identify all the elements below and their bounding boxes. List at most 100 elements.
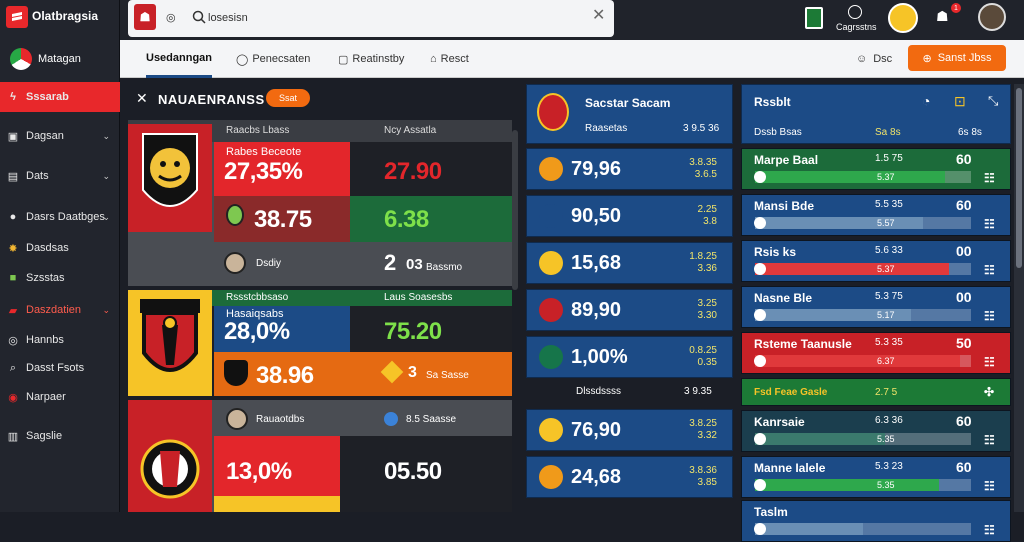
sidebar-item-2[interactable]: ▤ Dats ⌄ (7, 170, 110, 183)
match-card[interactable]: Raacbs Lbass Ncy Assatla Rabes Beceote 2… (128, 120, 512, 286)
gift-icon[interactable]: ☗ (936, 8, 949, 24)
live-row-name: Taslm (754, 505, 788, 519)
live-row[interactable]: Kanrsaie 6.3 36 60 5.35 ☷ (741, 410, 1011, 452)
sidebar-item-1[interactable]: ▣ Dagsan ⌄ (7, 130, 110, 143)
chevron-down-icon: ⌄ (102, 170, 110, 181)
search-bar[interactable]: ☗ ◎ ✕ (128, 0, 614, 37)
live-row-name: Rsis ks (754, 245, 797, 259)
live-row[interactable]: Fsd Feae Gasle 2.7 5 ✣ (741, 378, 1011, 406)
live-row[interactable]: Manne Ialele 5.3 23 60 5.35 ☷ (741, 456, 1011, 498)
chat-button[interactable]: ☺ Dsc (856, 53, 893, 65)
match-card[interactable]: Rssstcbbsaso Laus Soasesbs Hasaiqsabs 28… (128, 290, 512, 396)
live-row[interactable]: Taslm ☷ (741, 500, 1011, 542)
odds-row-odds: 2.25 3.8 (697, 204, 717, 227)
live-row-odds: 5.3 35 (875, 337, 903, 348)
odds-row[interactable]: 24,68 3.8.36 3.85 (526, 456, 733, 498)
close-icon[interactable]: ✕ (136, 90, 148, 106)
bell-icon[interactable] (848, 5, 862, 19)
win-percent: 28,0% (224, 318, 290, 345)
odds-row[interactable]: 15,68 1.8.25 3.36 (526, 242, 733, 284)
odds-value[interactable]: 6.38 (384, 206, 429, 233)
sidebar: Olatbragsia Matagan ϟ Sssarab ▣ Dagsan ⌄ ▤ D… (0, 0, 120, 512)
odds-row[interactable]: 89,90 3.25 3.30 (526, 289, 733, 331)
stats-icon[interactable]: ☷ (984, 171, 995, 185)
coin-icon: ◉ (8, 391, 18, 404)
odds-value[interactable]: 75.20 (384, 318, 442, 345)
scrollbar[interactable] (512, 130, 518, 290)
tab-0[interactable]: Usedanngan (146, 40, 213, 78)
team-dot-icon (754, 433, 766, 445)
odds-value[interactable]: 27.90 (384, 158, 442, 185)
live-row[interactable]: Mansi Bde 5.5 35 60 5.57 ☷ (741, 194, 1011, 236)
notifications-label[interactable]: Cagrsstns (836, 22, 877, 32)
progress-label: 5.17 (877, 310, 895, 320)
collapse-icon[interactable]: ⤡ (988, 93, 999, 108)
live-row[interactable]: Marpe Baal 1.5 75 60 5.37 ☷ (741, 148, 1011, 190)
stats-icon[interactable]: ☷ (984, 263, 995, 277)
avatar[interactable] (888, 3, 918, 33)
odds-row-odds: 0.8.25 0.35 (689, 345, 717, 368)
sidebar-item-3[interactable]: ● Dasrs Daatbges ⌄ (0, 203, 120, 231)
sidebar-item-0[interactable]: ϟ Sssarab (0, 82, 120, 112)
live-row[interactable]: Rsteme Taanusle 5.3 35 50 6.37 ☷ (741, 332, 1011, 374)
progress-fill (755, 217, 924, 229)
odds-header: 3 9.5 36 (683, 123, 720, 134)
profile-label[interactable]: Matagan (38, 53, 81, 65)
live-row-name: Rsteme Taanusle (754, 337, 852, 351)
trophy-icon: ▰ (8, 304, 18, 317)
swirl-icon (539, 345, 563, 369)
stats-icon[interactable]: ☷ (984, 355, 995, 369)
progress-bar: 5.35 (755, 433, 971, 445)
sidebar-item-5[interactable]: ■ Szsstas (0, 265, 120, 291)
odds-row[interactable]: 79,96 3.8.35 3.6.5 (526, 148, 733, 190)
live-row-name: Manne Ialele (754, 461, 826, 475)
live-row-odds: 2.7 5 (875, 387, 898, 398)
odds-row[interactable]: 1,00% 0.8.25 0.35 (526, 336, 733, 378)
odds-row[interactable]: 76,90 3.8.25 3.32 (526, 409, 733, 451)
logo-icon (6, 6, 28, 28)
cta-button[interactable]: ⊕ Sanst Jbss (908, 45, 1006, 71)
search-input[interactable] (208, 9, 568, 27)
stats-icon[interactable]: ☷ (984, 523, 995, 537)
stats-icon[interactable]: ☷ (984, 479, 995, 493)
progress-label: 5.57 (877, 218, 895, 228)
sidebar-item-9[interactable]: ◉ Narpaer (0, 384, 120, 410)
camera-icon[interactable]: ⊡ (954, 93, 966, 109)
progress-fill (755, 433, 885, 445)
match-label: Rauaotdbs (256, 414, 305, 425)
sidebar-item-10[interactable]: ▥ Sagslie (7, 430, 63, 443)
stats-icon[interactable]: ☷ (984, 217, 995, 231)
progress-fill (755, 309, 911, 321)
flag-icon: ▥ (7, 430, 19, 443)
tab-3[interactable]: ⌂ Resct (430, 53, 469, 65)
sidebar-item-7[interactable]: ◎ Hannbs (0, 327, 120, 353)
user-avatar[interactable] (978, 3, 1006, 31)
tab-1[interactable]: ◯ Penecsaten (236, 53, 311, 66)
scrollbar[interactable] (1014, 84, 1024, 512)
odds-value[interactable]: 05.50 (384, 458, 442, 485)
live-row-odds: 6.3 36 (875, 415, 903, 426)
odds-row-odds: 3.25 3.30 (697, 298, 717, 321)
live-row[interactable]: Nasne Ble 5.3 75 00 5.17 ☷ (741, 286, 1011, 328)
live-row[interactable]: Rsis ks 5.6 33 00 5.37 ☷ (741, 240, 1011, 282)
odds-value[interactable]: 3 (408, 364, 417, 381)
sidebar-item-8[interactable]: ⌕ Dasst Fsots (0, 355, 120, 381)
tab-2[interactable]: ▢ Reatinstby (338, 53, 405, 66)
stats-icon[interactable]: ☷ (984, 309, 995, 323)
scrollbar-thumb[interactable] (1016, 88, 1022, 268)
filter-icon[interactable]: ◎ (166, 12, 176, 24)
sidebar-item-6[interactable]: ▰ Daszdatien ⌄ (0, 296, 120, 324)
ball-icon (539, 251, 563, 275)
match-card[interactable]: Rauaotdbs 8.5 Saasse 13,0% 05.50 (128, 400, 512, 512)
team-name: Hasaiqsabs (226, 308, 284, 320)
progress-label: 5.35 (877, 434, 895, 444)
sidebar-item-4[interactable]: ✸ Dasdsas (0, 235, 120, 261)
odds-row-value: 79,96 (571, 157, 622, 180)
team-badge-icon (226, 204, 244, 226)
stats-icon[interactable]: ☷ (984, 433, 995, 447)
settings-icon[interactable]: ✣ (984, 385, 995, 399)
pie-icon[interactable]: ◔ (922, 93, 931, 109)
shield-icon[interactable] (805, 7, 823, 29)
close-icon[interactable]: ✕ (592, 7, 606, 24)
odds-row[interactable]: 90,50 2.25 3.8 (526, 195, 733, 237)
